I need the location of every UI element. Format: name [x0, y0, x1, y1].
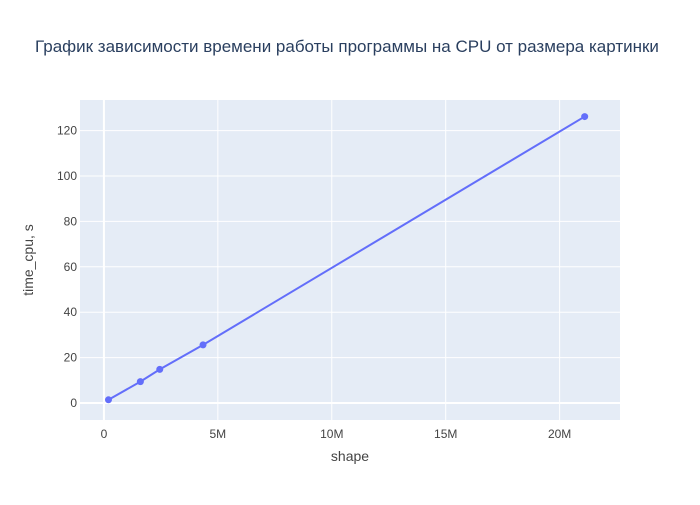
- y-tick-label: 80: [64, 214, 78, 228]
- grid-lines: [80, 100, 620, 420]
- x-tick-label: 10M: [320, 427, 343, 441]
- x-tick-label: 0: [101, 427, 108, 441]
- y-tick-label: 0: [70, 396, 77, 410]
- data-point[interactable]: [581, 113, 589, 121]
- data-point[interactable]: [156, 365, 164, 373]
- y-tick-label: 40: [64, 305, 78, 319]
- x-axis-title: shape: [331, 448, 369, 464]
- tick-labels: 0 5M 10M 15M 20M 0 20 40 60 80 100 120: [57, 124, 571, 441]
- y-axis-title: time_cpu, s: [20, 224, 36, 296]
- x-tick-label: 20M: [548, 427, 571, 441]
- series-layer: [104, 113, 589, 404]
- plot-area: [80, 100, 620, 420]
- data-point[interactable]: [199, 341, 207, 349]
- data-point[interactable]: [104, 396, 112, 404]
- data-point[interactable]: [136, 378, 144, 386]
- x-tick-label: 15M: [434, 427, 457, 441]
- chart-title: График зависимости времени работы програ…: [35, 37, 659, 56]
- y-tick-label: 100: [57, 169, 77, 183]
- y-tick-label: 120: [57, 124, 77, 138]
- y-tick-label: 20: [64, 351, 78, 365]
- y-tick-label: 60: [64, 260, 78, 274]
- x-tick-label: 5M: [210, 427, 227, 441]
